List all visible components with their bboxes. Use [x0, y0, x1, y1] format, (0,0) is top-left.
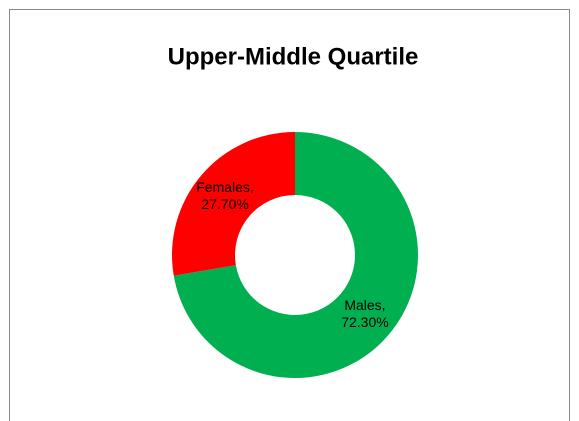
data-label-value: 27.70%	[201, 196, 248, 212]
data-label-name: Females	[196, 179, 250, 195]
data-label-value: 72.30%	[341, 314, 388, 330]
data-label: Females, 27.70%	[196, 179, 254, 212]
donut-slice	[172, 132, 295, 276]
data-label: Males, 72.30%	[341, 297, 388, 330]
donut-slice	[173, 132, 419, 378]
chart-title: Upper-Middle Quartile	[168, 43, 419, 70]
data-label-name: Males	[344, 297, 381, 313]
